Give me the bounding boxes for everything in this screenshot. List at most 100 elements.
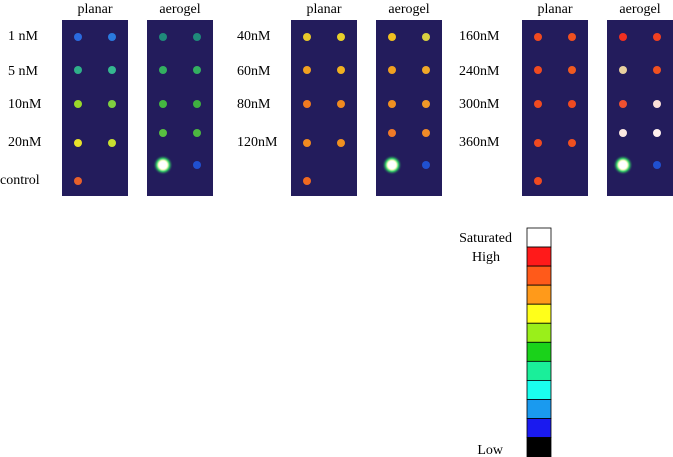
spot: [619, 161, 627, 169]
legend-swatch: [526, 418, 552, 438]
spot: [303, 33, 311, 41]
array-panel: [291, 20, 357, 196]
legend-swatch: [526, 341, 552, 362]
array-panel: [147, 20, 213, 196]
legend-swatch: [526, 303, 552, 324]
spot: [422, 161, 430, 169]
legend-swatch: [526, 437, 552, 457]
spot: [193, 66, 201, 74]
row-label: 5 nM: [8, 64, 39, 79]
array-panel: [62, 20, 128, 196]
row-label: 160nM: [459, 29, 500, 44]
column-header: planar: [78, 2, 113, 17]
legend-swatch: [526, 322, 552, 343]
spot: [568, 33, 576, 41]
spot: [108, 100, 116, 108]
row-label: 360nM: [459, 135, 500, 150]
spot: [422, 66, 430, 74]
spot: [568, 100, 576, 108]
spot: [193, 33, 201, 41]
panel-background: [62, 20, 128, 196]
legend-swatch: [526, 379, 552, 400]
spot: [193, 161, 201, 169]
spot: [108, 33, 116, 41]
spot: [619, 66, 627, 74]
spot: [534, 100, 542, 108]
spot: [422, 129, 430, 137]
spot: [159, 161, 167, 169]
panel-background: [522, 20, 588, 196]
spot: [303, 177, 311, 185]
spot: [388, 33, 396, 41]
spot: [108, 66, 116, 74]
spot: [159, 129, 167, 137]
column-header: planar: [538, 2, 573, 17]
spot: [74, 177, 82, 185]
legend-swatch: [526, 246, 552, 267]
row-label: 20nM: [8, 135, 42, 150]
spot: [74, 100, 82, 108]
spot: [74, 139, 82, 147]
legend-swatch: [526, 399, 552, 419]
row-label: 240nM: [459, 64, 500, 79]
row-label: 40nM: [237, 29, 271, 44]
legend-swatch: [526, 265, 552, 286]
column-header: planar: [307, 2, 342, 17]
spot: [337, 33, 345, 41]
row-label: 120nM: [237, 135, 278, 150]
spot: [534, 66, 542, 74]
spot: [193, 129, 201, 137]
array-panel: [376, 20, 442, 196]
spot: [534, 139, 542, 147]
array-panel: [607, 20, 673, 196]
spot: [159, 100, 167, 108]
legend-label: Low: [477, 443, 504, 457]
legend: Saturated High Low: [459, 227, 552, 457]
spot: [388, 66, 396, 74]
row-label: 80nM: [237, 97, 271, 112]
spot: [653, 33, 661, 41]
spot: [193, 100, 201, 108]
spot: [619, 100, 627, 108]
legend-label: High: [472, 250, 500, 265]
row-label: 300nM: [459, 97, 500, 112]
spot: [653, 100, 661, 108]
spot: [303, 100, 311, 108]
legend-swatch: [526, 284, 552, 305]
spot: [303, 139, 311, 147]
spot: [74, 33, 82, 41]
legend-label: Saturated: [459, 231, 512, 246]
spot: [388, 100, 396, 108]
column-header: aerogel: [388, 2, 429, 17]
legend-swatch: [526, 227, 552, 248]
spot: [534, 33, 542, 41]
spot: [388, 161, 396, 169]
row-label: 10nM: [8, 97, 42, 112]
panel-background: [291, 20, 357, 196]
spot: [619, 33, 627, 41]
spot: [568, 139, 576, 147]
row-label: 1 nM: [8, 29, 39, 44]
spot: [159, 33, 167, 41]
spot: [74, 66, 82, 74]
spot: [653, 161, 661, 169]
spot: [337, 139, 345, 147]
array-panel: [522, 20, 588, 196]
legend-swatch: [526, 360, 552, 381]
spot: [653, 129, 661, 137]
spot: [108, 139, 116, 147]
spot: [303, 66, 311, 74]
row-label: 60nM: [237, 64, 271, 79]
spot: [337, 66, 345, 74]
spot: [337, 100, 345, 108]
spot: [619, 129, 627, 137]
spot: [568, 66, 576, 74]
spot: [422, 33, 430, 41]
column-header: aerogel: [159, 2, 200, 17]
spot: [159, 66, 167, 74]
spot: [653, 66, 661, 74]
row-label: control: [0, 173, 40, 188]
spot: [534, 177, 542, 185]
column-header: aerogel: [619, 2, 660, 17]
